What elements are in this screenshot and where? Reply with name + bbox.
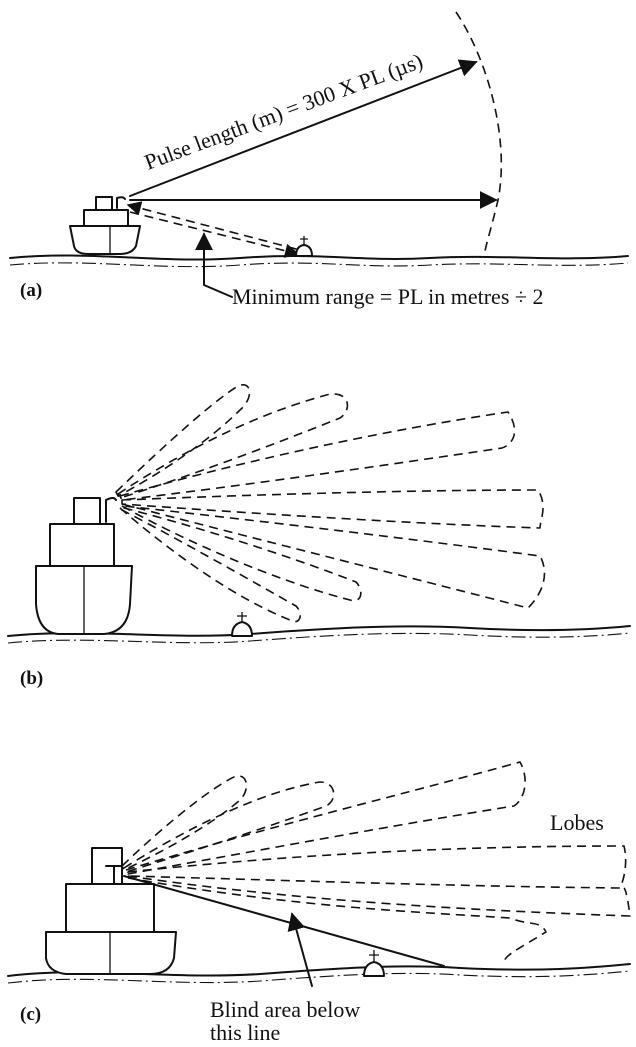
lobes-c bbox=[121, 761, 631, 963]
lobe-b-7 bbox=[119, 507, 302, 623]
lobe-b-2 bbox=[117, 393, 349, 499]
panel-a: Pulse length (m) = 300 X PL (µs) Minimum… bbox=[9, 11, 629, 309]
sea-surface-b bbox=[7, 625, 631, 637]
panel-c: Blind area below this line Lobes (c) bbox=[7, 761, 631, 1045]
blind-area-label-2: this line bbox=[210, 1020, 280, 1045]
lobe-b-4 bbox=[121, 489, 544, 529]
pulse-length-label: Pulse length (m) = 300 X PL (µs) bbox=[141, 48, 426, 175]
ship-c bbox=[45, 847, 177, 975]
buoy-b bbox=[231, 612, 253, 637]
lobe-c-6 bbox=[127, 877, 547, 963]
pulse-back-line bbox=[129, 211, 300, 258]
pulse-out-line bbox=[126, 201, 301, 251]
lobe-b-5 bbox=[121, 503, 546, 609]
ship-b bbox=[35, 497, 133, 635]
buoy-c bbox=[363, 950, 385, 977]
panel-b: (b) bbox=[7, 384, 631, 689]
lobes-label: Lobes bbox=[550, 810, 604, 835]
lobe-c-4 bbox=[127, 845, 627, 889]
lobe-c-5 bbox=[127, 875, 631, 917]
lobe-c-3 bbox=[125, 761, 526, 875]
blind-area-line bbox=[123, 875, 445, 967]
pulse-length-arrow bbox=[129, 59, 478, 197]
lobe-b-1 bbox=[115, 384, 251, 497]
panel-b-label: (b) bbox=[20, 668, 43, 689]
minimum-range-leader bbox=[195, 232, 233, 298]
sea-waterline-c bbox=[7, 970, 631, 984]
lobe-c-1 bbox=[121, 775, 248, 871]
lobe-b-3 bbox=[119, 411, 516, 501]
minimum-range-label: Minimum range = PL in metres ÷ 2 bbox=[232, 284, 543, 309]
panel-c-label: (c) bbox=[20, 1004, 41, 1025]
range-arc bbox=[455, 11, 503, 257]
ship-a bbox=[69, 196, 141, 255]
sea-surface-a bbox=[9, 254, 629, 261]
sea-waterline-a bbox=[9, 262, 629, 268]
lobe-b-6 bbox=[121, 505, 362, 602]
buoy-a bbox=[295, 236, 313, 257]
panel-a-label: (a) bbox=[20, 280, 42, 301]
blind-area-label-1: Blind area below bbox=[210, 997, 360, 1022]
lobes-b bbox=[115, 384, 546, 623]
blind-area-arrow bbox=[287, 912, 313, 987]
lobe-c-2 bbox=[123, 781, 335, 873]
